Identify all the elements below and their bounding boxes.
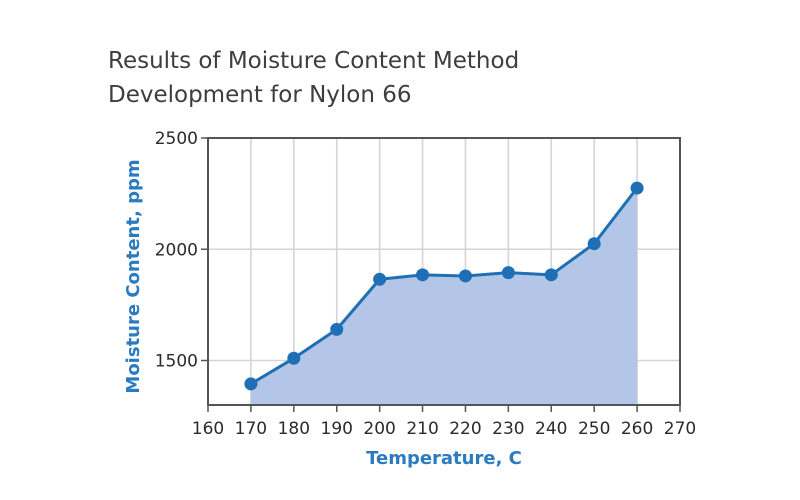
y-tick-labels: 1500 2000 2500	[155, 129, 208, 372]
x-tick-label: 180	[278, 419, 310, 439]
area-fill	[250, 188, 638, 405]
x-tick-label: 240	[535, 419, 567, 439]
x-tick-label: 250	[578, 419, 610, 439]
x-tick-label: 230	[492, 419, 524, 439]
x-tick-label: 160	[192, 419, 224, 439]
x-tick-label: 170	[235, 419, 267, 439]
x-tick-labels: 160 170 180 190 200 210 220 230 240 250 260 270	[192, 405, 696, 439]
x-tick-label: 270	[664, 419, 696, 439]
y-axis-title: Moisture Content, ppm	[123, 159, 144, 393]
y-tick-label: 2000	[155, 240, 198, 260]
x-tick-label: 190	[321, 419, 353, 439]
data-point	[587, 237, 601, 251]
chart-title-line-2: Development for Nylon 66	[108, 82, 412, 108]
series-line	[250, 187, 639, 386]
data-point	[373, 272, 387, 286]
plot-frame	[207, 137, 681, 406]
data-point	[287, 351, 301, 365]
data-points	[244, 181, 644, 391]
data-point	[330, 322, 344, 336]
x-tick-label: 200	[363, 419, 395, 439]
y-tick-label: 1500	[155, 352, 198, 372]
x-tick-label: 220	[449, 419, 481, 439]
chart-title: Results of Moisture Content Method Devel…	[108, 44, 628, 112]
data-point	[416, 268, 430, 282]
x-tick-label: 210	[406, 419, 438, 439]
data-point	[244, 377, 258, 391]
data-point	[501, 266, 515, 280]
y-tick-label: 2500	[155, 129, 198, 149]
x-tick-label: 260	[621, 419, 653, 439]
data-point	[458, 269, 472, 283]
data-point	[544, 268, 558, 282]
x-axis-title: Temperature, C	[366, 448, 522, 469]
data-point	[630, 181, 644, 195]
chart-title-line-1: Results of Moisture Content Method	[108, 48, 520, 74]
